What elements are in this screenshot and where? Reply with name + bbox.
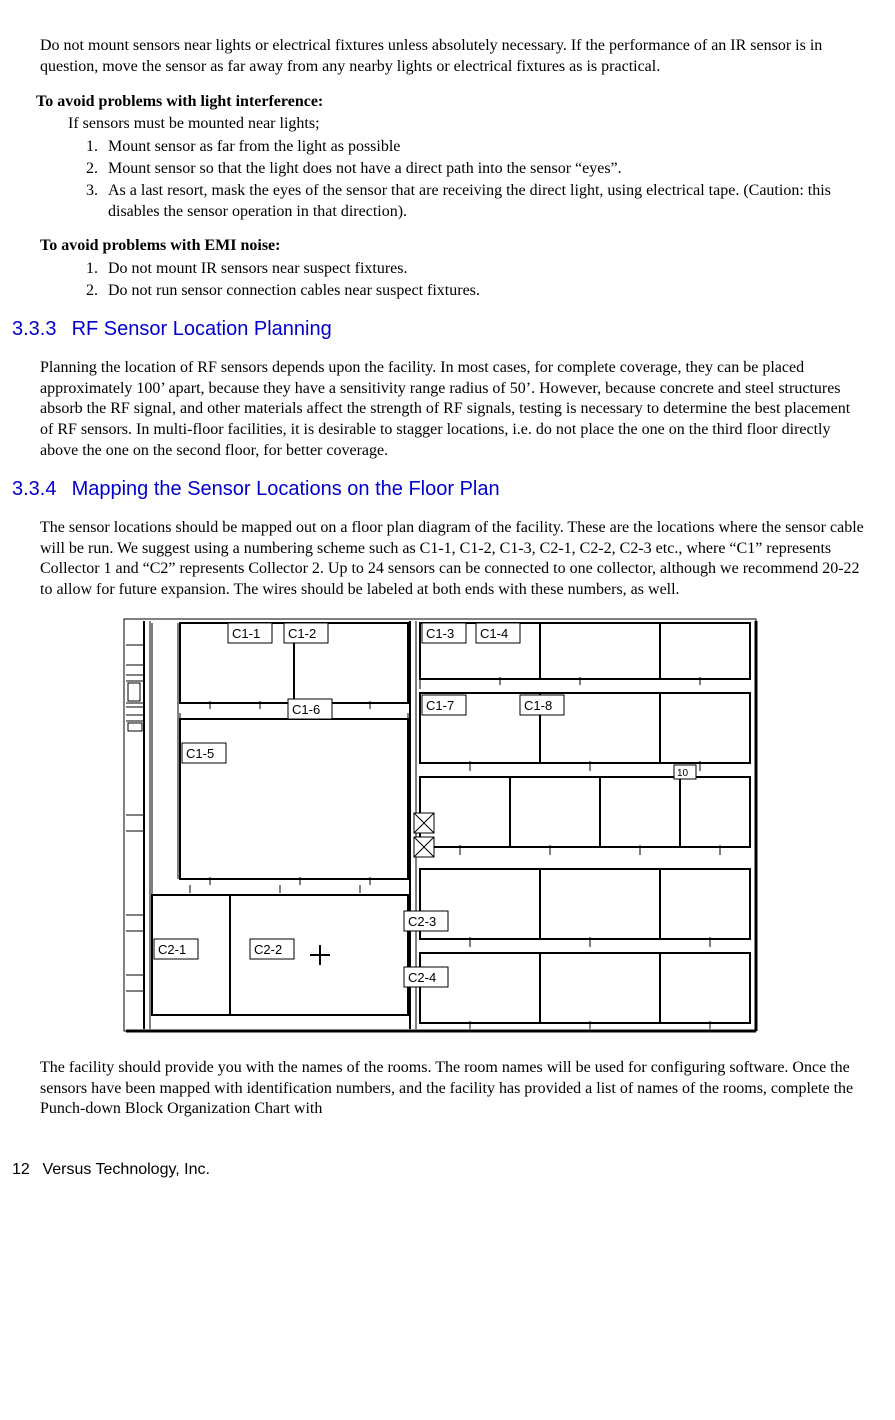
- section-334-body-1: The sensor locations should be mapped ou…: [40, 518, 867, 601]
- section-334-body-2: The facility should provide you with the…: [40, 1058, 867, 1120]
- list-item: Mount sensor as far from the light as po…: [102, 137, 867, 158]
- section-title: RF Sensor Location Planning: [72, 318, 332, 340]
- section-333-heading: 3.3.3 RF Sensor Location Planning: [12, 316, 867, 342]
- label-c1-3: C1-3: [426, 626, 454, 641]
- list-item: Do not run sensor connection cables near…: [102, 281, 867, 302]
- footer-company: Versus Technology, Inc.: [42, 1161, 210, 1178]
- emi-noise-heading: To avoid problems with EMI noise:: [40, 236, 867, 257]
- label-c1-6: C1-6: [292, 702, 320, 717]
- light-interference-list: Mount sensor as far from the light as po…: [68, 137, 867, 222]
- list-item: Do not mount IR sensors near suspect fix…: [102, 259, 867, 280]
- label-c1-1: C1-1: [232, 626, 260, 641]
- list-item: Mount sensor so that the light does not …: [102, 159, 867, 180]
- label-c2-4: C2-4: [408, 970, 436, 985]
- section-334-heading: 3.3.4 Mapping the Sensor Locations on th…: [12, 476, 867, 502]
- light-intro-line: If sensors must be mounted near lights;: [68, 114, 867, 135]
- list-item: As a last resort, mask the eyes of the s…: [102, 181, 867, 223]
- page-footer: 12 Versus Technology, Inc.: [12, 1160, 867, 1181]
- section-title: Mapping the Sensor Locations on the Floo…: [72, 478, 500, 500]
- label-c2-1: C2-1: [158, 942, 186, 957]
- page-number: 12: [12, 1160, 38, 1181]
- label-c1-2: C1-2: [288, 626, 316, 641]
- label-c1-5: C1-5: [186, 746, 214, 761]
- label-c2-2: C2-2: [254, 942, 282, 957]
- intro-paragraph: Do not mount sensors near lights or elec…: [40, 36, 867, 78]
- emi-noise-list: Do not mount IR sensors near suspect fix…: [68, 259, 867, 302]
- svg-text:10: 10: [677, 768, 689, 779]
- label-c1-8: C1-8: [524, 698, 552, 713]
- section-number: 3.3.3: [12, 316, 66, 342]
- floorplan-svg: C1-1 C1-2 C1-3 C1-4 C1-6 C1-5 C1-7 C1-8 …: [120, 615, 760, 1035]
- section-333-body: Planning the location of RF sensors depe…: [40, 358, 867, 462]
- light-interference-heading: To avoid problems with light interferenc…: [36, 92, 867, 113]
- label-c2-3: C2-3: [408, 914, 436, 929]
- section-number: 3.3.4: [12, 476, 66, 502]
- label-c1-7: C1-7: [426, 698, 454, 713]
- label-c1-4: C1-4: [480, 626, 508, 641]
- floorplan-figure: C1-1 C1-2 C1-3 C1-4 C1-6 C1-5 C1-7 C1-8 …: [12, 615, 867, 1042]
